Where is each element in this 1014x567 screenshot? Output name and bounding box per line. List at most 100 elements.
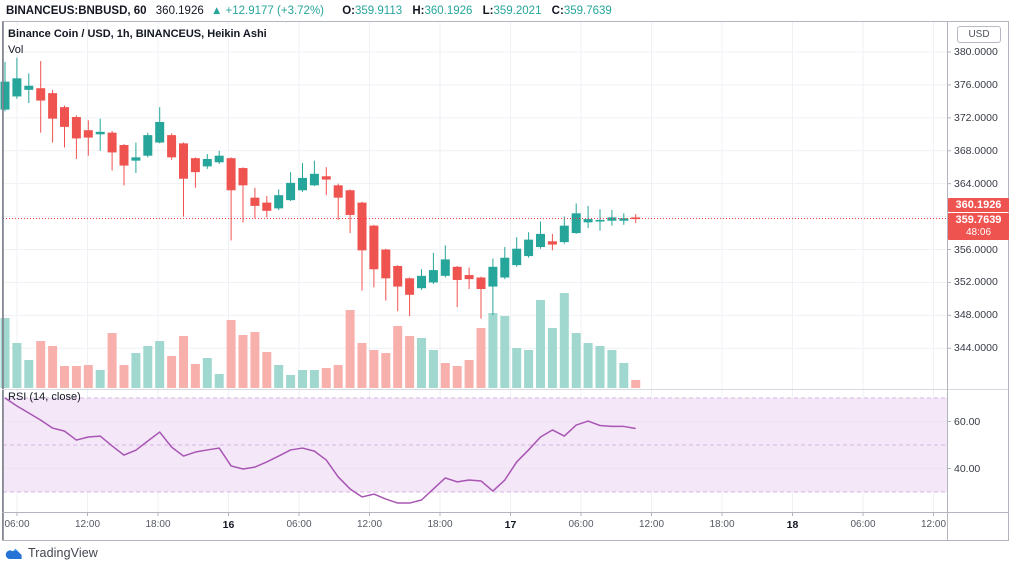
time-axis-label: 12:00 <box>920 519 947 530</box>
candle-body <box>274 195 284 209</box>
volume-bar <box>500 316 510 388</box>
symbol-header: BINANCEUS:BNBUSD, 60 360.1926 ▲ +12.9177… <box>6 3 612 19</box>
volume-bar <box>107 333 117 388</box>
candle-body <box>345 190 355 215</box>
price-change: +12.9177 (+3.72%) <box>225 5 325 17</box>
volume-bar <box>369 350 379 388</box>
bar-countdown: 48:06 <box>965 227 992 238</box>
volume-bar <box>595 346 605 388</box>
time-axis-label: 18:00 <box>427 519 453 530</box>
price-axis-label: 364.0000 <box>954 177 998 190</box>
currency-toggle-button[interactable]: USD <box>957 26 1001 43</box>
time-axis-label: 06:00 <box>568 519 594 530</box>
volume-bar <box>405 336 415 388</box>
time-axis-label: 12:00 <box>356 519 383 530</box>
volume-bar <box>60 366 69 388</box>
time-axis-label: 06:00 <box>850 519 876 530</box>
candle-body <box>571 213 581 234</box>
candle-body <box>0 81 10 110</box>
volume-bar <box>309 370 319 388</box>
volume-bar <box>583 343 593 388</box>
direction-arrow-icon: ▲ <box>210 5 223 17</box>
time-axis-label: 06:00 <box>286 519 312 530</box>
volume-bar <box>357 343 367 388</box>
time-axis-label: 12:00 <box>74 519 101 530</box>
candle-body <box>393 265 403 287</box>
candle-body <box>547 241 557 245</box>
tradingview-logo-icon <box>5 548 22 559</box>
volume-bar <box>119 365 129 388</box>
volume-bar <box>417 338 426 388</box>
high-label: H: <box>412 5 425 17</box>
time-axis-label: 16 <box>222 519 235 531</box>
candle-body <box>369 225 379 270</box>
volume-bar <box>167 356 177 388</box>
candle-body <box>167 135 177 158</box>
rsi-indicator-label[interactable]: RSI (14, close) <box>8 391 81 403</box>
volume-bar <box>286 375 296 388</box>
candle-body <box>286 182 296 201</box>
candle-body <box>321 176 331 180</box>
volume-bar <box>131 353 141 388</box>
rsi-line <box>4 397 636 504</box>
candle-body <box>12 78 22 97</box>
price-axis-label: 372.0000 <box>954 111 998 124</box>
low-value: 359.2021 <box>493 5 542 17</box>
time-axis-label: 06:00 <box>4 519 30 530</box>
price-axis-label: 356.0000 <box>954 243 998 256</box>
time-axis-label: 12:00 <box>638 519 665 530</box>
candle-body <box>631 217 641 220</box>
tradingview-brand-text: TradingView <box>28 546 98 560</box>
volume-bar <box>24 360 34 388</box>
candle-body <box>48 93 58 119</box>
close-value: 359.7639 <box>563 5 612 17</box>
volume-bar <box>619 363 629 388</box>
open-value: 359.9113 <box>355 5 403 17</box>
low-label: L: <box>482 5 494 17</box>
volume-bar <box>333 365 343 388</box>
tradingview-attribution[interactable]: TradingView <box>5 546 98 560</box>
symbol-name[interactable]: BINANCEUS:BNBUSD, 60 <box>6 5 147 17</box>
high-value: 360.1926 <box>424 5 473 17</box>
candle-body <box>405 278 415 295</box>
candle-body <box>381 249 391 279</box>
candle-body <box>583 219 593 223</box>
price-axis-label: 352.0000 <box>954 276 998 289</box>
candle-body <box>488 266 498 287</box>
volume-bar <box>202 358 212 388</box>
last-price: 360.1926 <box>155 5 204 17</box>
volume-bar <box>226 320 236 388</box>
time-axis-label: 18:00 <box>145 519 171 530</box>
open-label: O: <box>342 5 355 17</box>
chart-legend-title[interactable]: Binance Coin / USD, 1h, BINANCEUS, Heiki… <box>8 28 267 40</box>
volume-indicator-label[interactable]: Vol <box>8 44 24 56</box>
candle-body <box>238 168 248 186</box>
volume-bar <box>536 300 545 388</box>
candle-body <box>595 219 605 222</box>
candle-body <box>309 173 319 186</box>
volume-bar <box>464 360 474 388</box>
candle-body <box>60 107 69 127</box>
candle-body <box>155 121 165 143</box>
candle-body <box>464 275 474 280</box>
candle-body <box>607 217 617 221</box>
price-axis-label: 368.0000 <box>954 144 998 157</box>
volume-bar <box>452 366 462 388</box>
volume-bar <box>155 341 165 388</box>
time-axis-label: 18 <box>786 519 799 531</box>
volume-bar <box>298 370 307 388</box>
candle-body <box>119 144 129 166</box>
candle-body <box>619 218 629 221</box>
volume-bar <box>36 341 46 388</box>
volume-bar <box>393 326 403 388</box>
volume-bar <box>95 370 105 388</box>
volume-bar <box>179 336 188 388</box>
price-axis-label: 376.0000 <box>954 78 998 91</box>
candle-body <box>428 270 438 283</box>
rsi-axis-label: 40.00 <box>954 462 981 475</box>
volume-bar <box>607 350 617 388</box>
volume-bar <box>512 348 522 388</box>
candle-body <box>36 88 46 101</box>
volume-bar <box>71 366 81 388</box>
